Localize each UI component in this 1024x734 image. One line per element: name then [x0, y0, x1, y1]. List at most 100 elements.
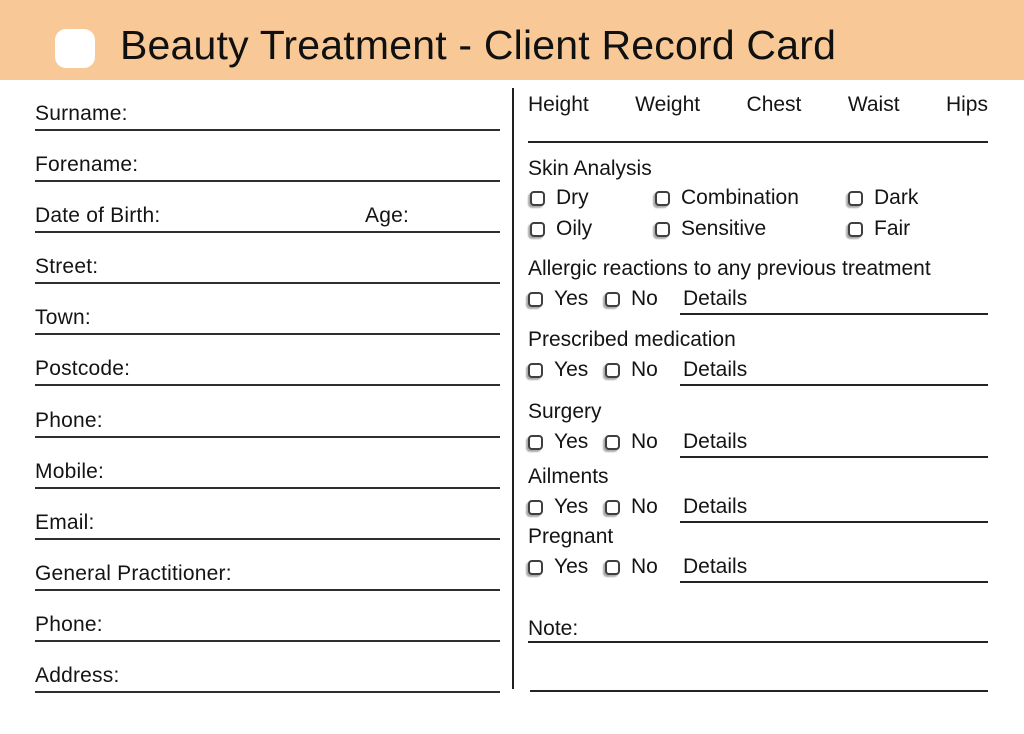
phone-write-line[interactable]: Phone:	[35, 407, 500, 438]
form-field-row-address: Address:	[35, 662, 500, 713]
form-field-row-phone: Phone:	[35, 407, 500, 458]
no-label: No	[631, 358, 658, 381]
skin-analysis-title: Skin Analysis	[528, 157, 652, 180]
surgery-no-option: No	[605, 430, 658, 454]
pregnant-section: Pregnant Yes No Details	[528, 525, 988, 585]
page-title: Beauty Treatment - Client Record Card	[120, 22, 837, 68]
no-label: No	[631, 495, 658, 518]
prescribed-medication-no-checkbox[interactable]	[605, 362, 620, 378]
ailments-yesno-row: Yes No Details	[528, 495, 988, 519]
mobile-label: Mobile:	[35, 459, 105, 483]
measurement-chest: Chest	[746, 93, 802, 116]
forename-write-line[interactable]: Forename:	[35, 151, 500, 183]
oily-checkbox[interactable]	[530, 221, 545, 237]
general-practitioner-write-line[interactable]: General Practitioner:	[35, 560, 500, 591]
fair-label: Fair	[874, 217, 911, 240]
allergic-reactions-to-any-previous-treatment-no-checkbox[interactable]	[605, 291, 620, 307]
yes-label: Yes	[554, 287, 589, 310]
no-label: No	[631, 555, 658, 578]
mobile-write-line[interactable]: Mobile:	[35, 458, 500, 489]
surgery-section: Surgery Yes No Details	[528, 400, 988, 460]
skin-option-dry: Dry	[530, 186, 589, 210]
prescribed-medication-yesno-row: Yes No Details	[528, 358, 988, 382]
form-field-row-town: Town:	[35, 304, 500, 355]
measurement-height: Height	[528, 93, 589, 116]
dry-checkbox[interactable]	[530, 190, 545, 206]
street-label: Street:	[35, 255, 99, 279]
allergic-reactions-to-any-previous-treatment-yes-checkbox[interactable]	[528, 291, 543, 307]
dark-checkbox[interactable]	[848, 190, 863, 206]
client-details-column: Surname: Forename: Date of Birth: Age: Stree…	[35, 100, 500, 713]
email-label: Email:	[35, 510, 95, 534]
note-write-line-2[interactable]	[530, 690, 988, 692]
skin-analysis-row: Dry Combination Dark	[528, 186, 988, 212]
pregnant-no-option: No	[605, 555, 658, 579]
allergic-reactions-to-any-previous-treatment-title: Allergic reactions to any previous treat…	[528, 257, 931, 280]
town-label: Town:	[35, 306, 91, 330]
phone-label: Phone:	[35, 408, 103, 432]
combination-checkbox[interactable]	[655, 190, 670, 206]
yes-label: Yes	[554, 555, 589, 578]
email-write-line[interactable]: Email:	[35, 509, 500, 540]
details-label: Details	[683, 287, 748, 310]
combination-label: Combination	[681, 186, 799, 209]
prescribed-medication-section: Prescribed medication Yes No Details	[528, 328, 988, 388]
pregnant-yes-option: Yes	[528, 555, 588, 579]
surgery-details-line[interactable]	[680, 456, 988, 458]
forename-label: Forename:	[35, 153, 139, 177]
ailments-details-line[interactable]	[680, 521, 988, 523]
allergic-reactions-to-any-previous-treatment-details-line[interactable]	[680, 313, 988, 315]
sensitive-checkbox[interactable]	[655, 221, 670, 237]
measurements-write-line[interactable]	[528, 141, 988, 143]
pregnant-no-checkbox[interactable]	[605, 559, 620, 575]
prescribed-medication-yes-checkbox[interactable]	[528, 362, 543, 378]
postcode-write-line[interactable]: Postcode:	[35, 355, 500, 387]
skin-option-fair: Fair	[848, 217, 910, 241]
yes-label: Yes	[554, 358, 589, 381]
note-label: Note:	[528, 617, 579, 640]
address-label: Address:	[35, 664, 120, 688]
form-field-row-forename: Forename:	[35, 151, 500, 202]
pregnant-details-line[interactable]	[680, 581, 988, 583]
measurements-header-row: Height Weight Chest Waist Hips	[528, 93, 988, 117]
form-field-row-street: Street:	[35, 253, 500, 304]
skin-option-dark: Dark	[848, 186, 918, 210]
prescribed-medication-no-option: No	[605, 358, 658, 382]
no-label: No	[631, 430, 658, 453]
surgery-yes-checkbox[interactable]	[528, 434, 543, 450]
pregnant-yes-checkbox[interactable]	[528, 559, 543, 575]
form-field-row-phone: Phone:	[35, 611, 500, 662]
prescribed-medication-title: Prescribed medication	[528, 328, 736, 351]
details-label: Details	[683, 555, 748, 578]
form-field-row-mobile: Mobile:	[35, 458, 500, 509]
address-write-line[interactable]: Address:	[35, 662, 500, 694]
dry-label: Dry	[556, 186, 589, 209]
allergic-reactions-to-any-previous-treatment-no-option: No	[605, 287, 658, 311]
ailments-no-option: No	[605, 495, 658, 519]
measurement-waist: Waist	[847, 93, 900, 116]
measurement-weight: Weight	[635, 93, 701, 116]
street-write-line[interactable]: Street:	[35, 253, 500, 285]
surgery-no-checkbox[interactable]	[605, 434, 620, 450]
form-field-row-general-practitioner: General Practitioner:	[35, 560, 500, 611]
allergic-reactions-to-any-previous-treatment-section: Allergic reactions to any previous treat…	[528, 257, 988, 317]
ailments-no-checkbox[interactable]	[605, 499, 620, 515]
form-field-row-postcode: Postcode:	[35, 355, 500, 406]
date-of-birth-label: Date of Birth:	[35, 204, 161, 228]
phone-write-line[interactable]: Phone:	[35, 611, 500, 642]
ailments-yes-option: Yes	[528, 495, 588, 519]
ailments-section: Ailments Yes No Details	[528, 465, 988, 525]
allergic-reactions-to-any-previous-treatment-yesno-row: Yes No Details	[528, 287, 988, 311]
town-write-line[interactable]: Town:	[35, 304, 500, 336]
date-of-birth-write-line[interactable]: Date of Birth: Age:	[35, 202, 500, 234]
postcode-label: Postcode:	[35, 357, 131, 381]
surname-write-line[interactable]: Surname:	[35, 100, 500, 131]
surgery-yes-option: Yes	[528, 430, 588, 454]
form-field-row-date-of-birth: Date of Birth: Age:	[35, 202, 500, 253]
no-label: No	[631, 287, 658, 310]
skin-option-sensitive: Sensitive	[655, 217, 766, 241]
prescribed-medication-details-line[interactable]	[680, 384, 988, 386]
note-write-line[interactable]	[528, 641, 988, 643]
fair-checkbox[interactable]	[848, 221, 863, 237]
ailments-yes-checkbox[interactable]	[528, 499, 543, 515]
